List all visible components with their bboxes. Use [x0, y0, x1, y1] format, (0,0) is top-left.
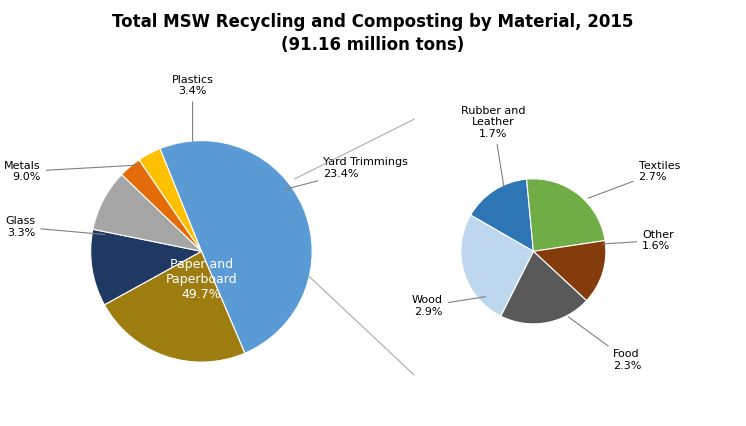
Text: Textiles
2.7%: Textiles 2.7%	[588, 161, 680, 198]
Text: Glass
3.3%: Glass 3.3%	[5, 216, 104, 238]
Wedge shape	[501, 251, 586, 324]
Text: Wood
2.9%: Wood 2.9%	[412, 295, 486, 317]
Wedge shape	[91, 229, 201, 305]
Text: Metals
9.0%: Metals 9.0%	[4, 161, 138, 182]
Wedge shape	[93, 175, 201, 251]
Wedge shape	[461, 215, 533, 316]
Text: Total MSW Recycling and Composting by Material, 2015
(91.16 million tons): Total MSW Recycling and Composting by Ma…	[113, 13, 633, 55]
Text: Yard Trimmings
23.4%: Yard Trimmings 23.4%	[284, 158, 408, 190]
Text: Rubber and
Leather
1.7%: Rubber and Leather 1.7%	[461, 106, 526, 187]
Wedge shape	[533, 241, 606, 301]
Text: Plastics
3.4%: Plastics 3.4%	[172, 75, 213, 141]
Text: Food
2.3%: Food 2.3%	[568, 317, 642, 371]
Wedge shape	[104, 251, 245, 362]
Text: Paper and
Paperboard
49.7%: Paper and Paperboard 49.7%	[166, 258, 237, 300]
Wedge shape	[160, 141, 312, 353]
Wedge shape	[122, 160, 201, 251]
Wedge shape	[139, 149, 201, 251]
Text: Other
1.6%: Other 1.6%	[603, 230, 674, 251]
Wedge shape	[527, 179, 605, 251]
Wedge shape	[471, 179, 533, 251]
